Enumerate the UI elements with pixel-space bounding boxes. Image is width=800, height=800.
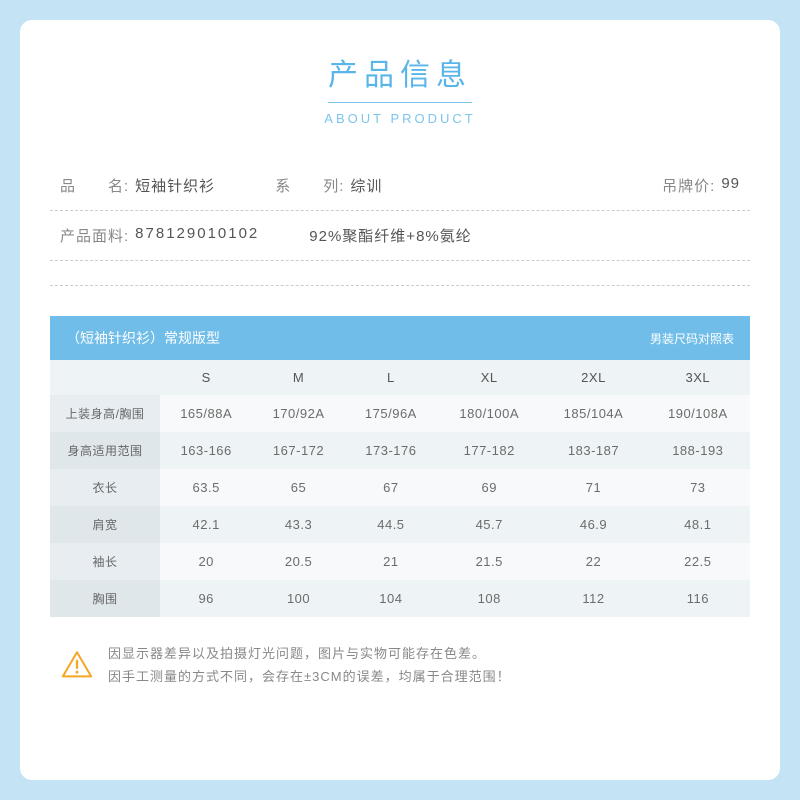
table-cell: 177-182 [437,432,541,469]
col-3: L [345,360,437,395]
title-cn: 产品信息 [328,50,472,103]
table-cell: 45.7 [437,506,541,543]
product-info-card: 产品信息 ABOUT PRODUCT 品 名: 短袖针织衫 系 列: 综训 吊牌… [20,20,780,780]
table-cell: 上装身高/胸围 [50,395,160,432]
info-row-2: 产品面料: 878129010102 92%聚酯纤维+8%氨纶 [50,211,750,261]
table-body: 上装身高/胸围165/88A170/92A175/96A180/100A185/… [50,395,750,617]
fabric-code: 878129010102 [135,225,259,246]
table-cell: 73 [646,469,750,506]
table-cell: 185/104A [541,395,645,432]
table-cell: 188-193 [646,432,750,469]
info-row-1: 品 名: 短袖针织衫 系 列: 综训 吊牌价: 99 [50,161,750,211]
col-0 [50,360,160,395]
size-table: S M L XL 2XL 3XL 上装身高/胸围165/88A170/92A17… [50,360,750,617]
table-cell: 163-166 [160,432,252,469]
table-cell: 180/100A [437,395,541,432]
table-cell: 46.9 [541,506,645,543]
col-4: XL [437,360,541,395]
table-cell: 43.3 [252,506,344,543]
table-cell: 100 [252,580,344,617]
name-label: 品 名: [60,175,129,196]
table-row: 胸围96100104108112116 [50,580,750,617]
table-row: 上装身高/胸围165/88A170/92A175/96A180/100A185/… [50,395,750,432]
table-cell: 65 [252,469,344,506]
table-row: 袖长2020.52121.52222.5 [50,543,750,580]
table-cell: 108 [437,580,541,617]
table-cell: 173-176 [345,432,437,469]
table-cell: 71 [541,469,645,506]
col-2: M [252,360,344,395]
size-bar-right: 男装尺码对照表 [650,330,734,347]
notice-text: 因显示器差异以及拍摄灯光问题，图片与实物可能存在色差。 因手工测量的方式不同，会… [108,642,511,689]
col-1: S [160,360,252,395]
table-cell: 22.5 [646,543,750,580]
tagprice-value: 99 [721,175,740,196]
table-row: 肩宽42.143.344.545.746.948.1 [50,506,750,543]
series-label: 系 列: [275,175,344,196]
table-cell: 44.5 [345,506,437,543]
table-cell: 身高适用范围 [50,432,160,469]
table-cell: 63.5 [160,469,252,506]
name-value: 短袖针织衫 [135,175,215,196]
table-cell: 67 [345,469,437,506]
col-6: 3XL [646,360,750,395]
size-bar: （短袖针织衫）常规版型 男装尺码对照表 [50,316,750,360]
table-cell: 69 [437,469,541,506]
table-cell: 21 [345,543,437,580]
table-cell: 20.5 [252,543,344,580]
tagprice-label: 吊牌价: [662,175,715,196]
table-cell: 48.1 [646,506,750,543]
table-cell: 165/88A [160,395,252,432]
table-cell: 42.1 [160,506,252,543]
table-header-row: S M L XL 2XL 3XL [50,360,750,395]
notice-line1: 因显示器差异以及拍摄灯光问题，图片与实物可能存在色差。 [108,642,511,665]
notice-line2: 因手工测量的方式不同，会存在±3CM的误差，均属于合理范围！ [108,665,511,688]
series-value: 综训 [350,175,382,196]
col-5: 2XL [541,360,645,395]
spacer [50,261,750,286]
table-cell: 96 [160,580,252,617]
table-cell: 116 [646,580,750,617]
table-cell: 190/108A [646,395,750,432]
table-row: 衣长63.56567697173 [50,469,750,506]
table-cell: 袖长 [50,543,160,580]
title-en: ABOUT PRODUCT [50,111,750,126]
fabric-label: 产品面料: [60,225,129,246]
fabric-comp: 92%聚酯纤维+8%氨纶 [309,225,471,246]
table-cell: 胸围 [50,580,160,617]
table-cell: 170/92A [252,395,344,432]
notice: 因显示器差异以及拍摄灯光问题，图片与实物可能存在色差。 因手工测量的方式不同，会… [50,642,750,689]
table-cell: 衣长 [50,469,160,506]
table-cell: 112 [541,580,645,617]
table-cell: 肩宽 [50,506,160,543]
warning-icon [60,648,94,682]
table-cell: 175/96A [345,395,437,432]
table-cell: 21.5 [437,543,541,580]
table-cell: 104 [345,580,437,617]
size-bar-left: （短袖针织衫）常规版型 [66,328,220,348]
table-cell: 167-172 [252,432,344,469]
table-cell: 20 [160,543,252,580]
table-row: 身高适用范围163-166167-172173-176177-182183-18… [50,432,750,469]
table-cell: 22 [541,543,645,580]
header: 产品信息 ABOUT PRODUCT [50,50,750,126]
table-cell: 183-187 [541,432,645,469]
